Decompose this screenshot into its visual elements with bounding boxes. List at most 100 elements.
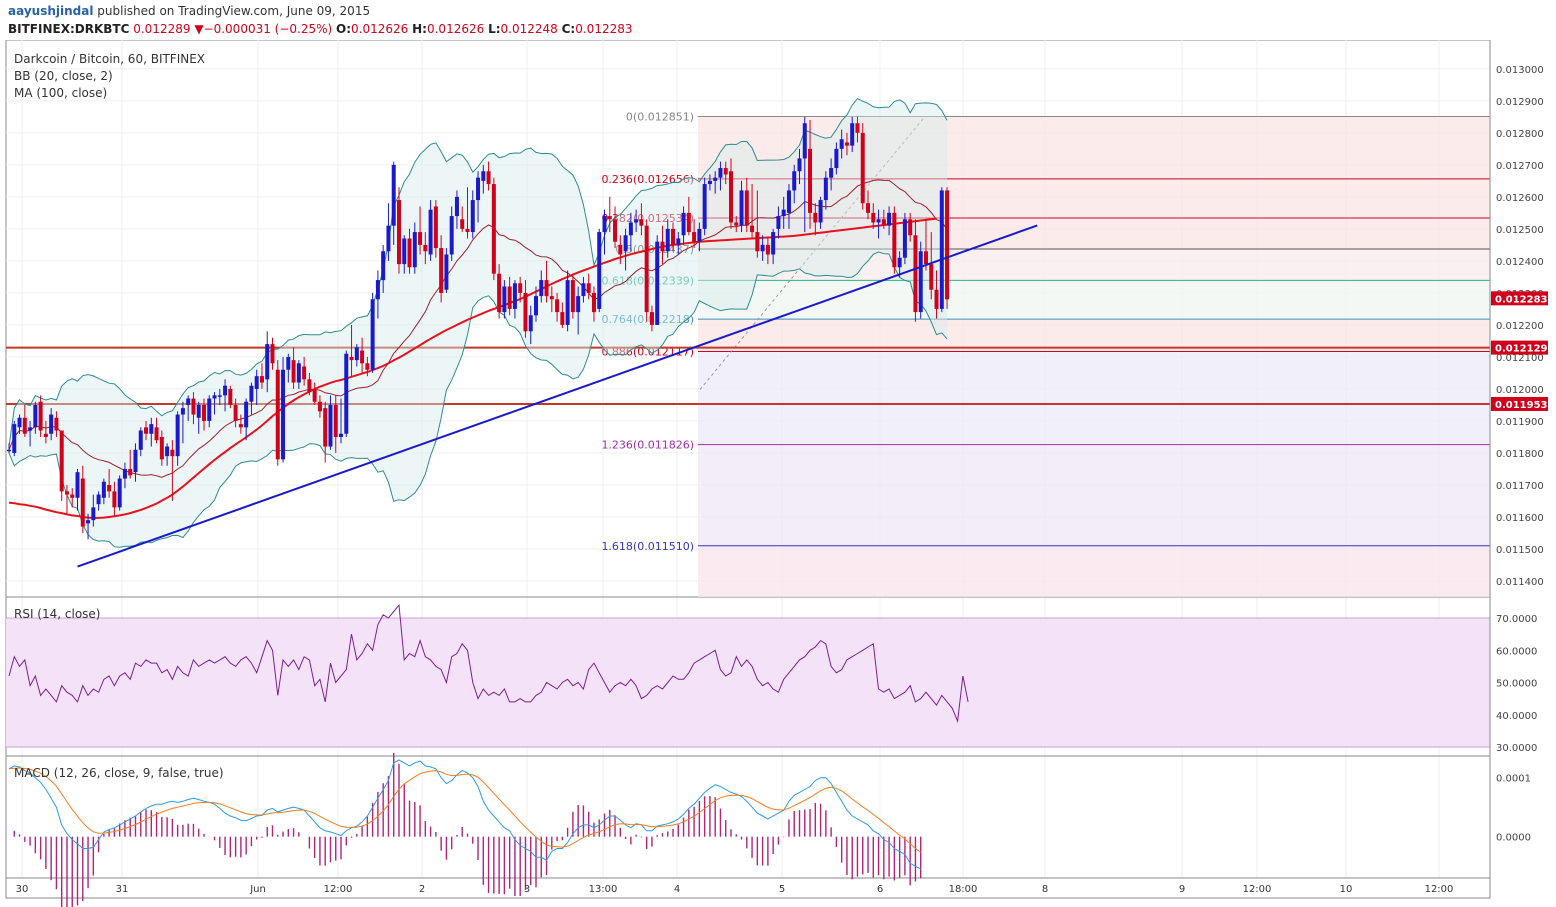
rsi-legend[interactable]: RSI (14, close) — [14, 607, 101, 621]
candle — [381, 244, 386, 293]
trendline[interactable] — [77, 224, 1038, 568]
author-link[interactable]: aayushjindal — [8, 4, 94, 18]
candle-body — [196, 404, 201, 418]
candle-body — [728, 171, 733, 223]
candle — [291, 347, 296, 389]
candle — [908, 212, 913, 242]
price-axis[interactable]: 0.013000 0.012900 0.012800 0.012700 0.012600… — [1489, 40, 1548, 898]
candle-body — [112, 491, 117, 508]
rsi-tick-label: 40.0000 — [1496, 711, 1537, 722]
time-tick-label: 5 — [779, 884, 785, 895]
candle-body — [813, 212, 818, 223]
candle-body — [17, 417, 22, 428]
candle-body — [502, 286, 507, 313]
candle-body — [902, 219, 907, 258]
candle-body — [671, 228, 676, 245]
candle-body — [518, 283, 523, 293]
fibonacci-retracement[interactable]: 0(0.012851)0.236(0.012656)0.382(0.012534… — [6, 111, 1490, 597]
candle-body — [249, 385, 254, 402]
candle — [49, 408, 54, 441]
candle-body — [507, 286, 512, 309]
candle — [850, 116, 855, 153]
candle-body — [866, 203, 871, 213]
candle — [339, 398, 344, 444]
high-value: 0.012626 — [426, 22, 485, 36]
last-price: 0.012289 — [133, 22, 191, 36]
candle — [876, 209, 881, 239]
candle-body — [70, 494, 75, 498]
candle-body — [586, 283, 591, 293]
candle — [370, 292, 375, 373]
candle — [713, 171, 718, 194]
candle — [671, 222, 676, 252]
candle-body — [423, 244, 428, 252]
candle-body — [818, 200, 823, 223]
candle — [91, 494, 96, 527]
macd-legend[interactable]: MACD (12, 26, close, 9, false, true) — [14, 766, 224, 780]
candle — [586, 273, 591, 300]
candle — [765, 238, 770, 265]
candle-body — [570, 280, 575, 313]
candle-body — [744, 190, 749, 226]
candle — [591, 286, 596, 322]
candle-body — [402, 238, 407, 265]
candle-body — [692, 232, 697, 242]
candle — [723, 161, 728, 185]
close-value: 0.012283 — [575, 22, 633, 36]
candle — [423, 232, 428, 265]
candle-body — [59, 430, 64, 492]
candle — [43, 420, 48, 444]
candle — [212, 392, 217, 415]
candle — [38, 395, 43, 437]
time-axis[interactable]: 30 31 Jun 12:00 2 3 13:00 4 5 6 18:00 8 9 12:00 10 12:0… — [16, 884, 1454, 895]
candle — [365, 356, 370, 377]
bb-legend[interactable]: BB (20, close, 2) — [14, 69, 113, 83]
candle — [33, 401, 38, 434]
candle-body — [64, 491, 69, 495]
chart-title: Darkcoin / Bitcoin, 60, BITFINEX — [14, 52, 206, 66]
candle-body — [750, 225, 755, 233]
candle — [281, 356, 286, 463]
time-tick-label: 4 — [674, 884, 680, 895]
ma-legend[interactable]: MA (100, close) — [14, 86, 108, 100]
candle — [275, 360, 280, 466]
candlesticks — [7, 116, 950, 540]
ma-100-line — [8, 217, 937, 519]
candle-body — [333, 404, 338, 437]
change-down-icon: ▼ — [194, 22, 204, 36]
moving-average-100 — [8, 217, 937, 519]
price-tick-label: 0.012100 — [1496, 353, 1544, 364]
publish-text: published on TradingView.com, June 09, 2… — [97, 4, 371, 18]
candle — [228, 385, 233, 409]
bb-fill — [9, 98, 948, 548]
candle — [449, 206, 454, 261]
candle-body — [296, 363, 301, 383]
candle-body — [302, 366, 307, 380]
candle — [22, 404, 27, 437]
candle — [317, 395, 322, 418]
time-tick-label: 12:00 — [324, 884, 353, 895]
candle — [913, 219, 918, 322]
candle-body — [839, 139, 844, 149]
price-tick-label: 0.011600 — [1496, 513, 1544, 524]
candle-body — [186, 398, 191, 405]
candle-body — [291, 360, 296, 383]
candle — [12, 420, 17, 457]
candle — [692, 219, 697, 249]
candle-body — [391, 164, 396, 226]
candle-body — [133, 449, 138, 473]
time-tick-label: 31 — [116, 884, 129, 895]
candle — [312, 382, 317, 405]
candle — [75, 468, 80, 511]
candle-body — [539, 280, 544, 297]
candle — [918, 241, 923, 319]
ohlc-summary: BITFINEX:DRKBTC 0.012289 ▼−0.000031 (−0.… — [8, 22, 633, 36]
candle — [386, 203, 391, 261]
candle — [555, 292, 560, 322]
candle-body — [945, 190, 950, 300]
candle — [454, 190, 459, 229]
fib-level-label: 1.618(0.011510) — [601, 540, 694, 553]
candle — [829, 158, 834, 191]
candle — [507, 276, 512, 316]
